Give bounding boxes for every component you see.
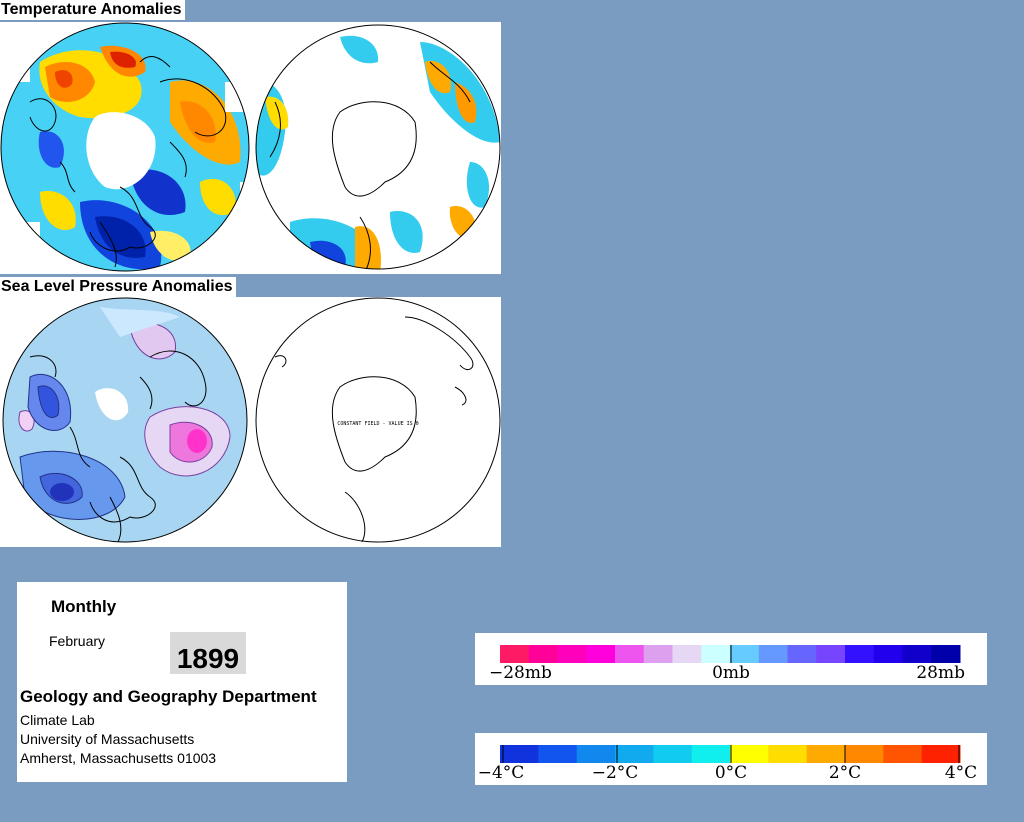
pressure-legend: −28mb 0mb 28mb (475, 633, 987, 685)
pressure-tick-max: 28mb (916, 663, 965, 683)
pressure-north-outline (2, 297, 248, 543)
temperature-color-swatch (653, 745, 693, 763)
pressure-south-note: CONSTANT FIELD - VALUE IS 0 (337, 421, 418, 427)
temperature-color-swatch (730, 745, 769, 763)
temperature-color-swatch (576, 745, 616, 763)
temperature-tick-neg2: −2°C (592, 763, 639, 783)
temperature-color-swatch (538, 745, 578, 763)
pressure-north-hemisphere-map (3, 298, 247, 542)
temperature-north-hemisphere-map (1, 23, 249, 271)
lab-label: Climate Lab (20, 712, 95, 728)
temperature-south-outline (255, 24, 501, 270)
temperature-color-bar (500, 745, 961, 763)
frequency-label: Monthly (51, 597, 117, 616)
temperature-color-swatch (691, 745, 731, 763)
temperature-color-swatch (845, 745, 884, 763)
address-label: Amherst, Massachusetts 01003 (20, 750, 217, 766)
temperature-color-swatch (921, 745, 961, 763)
pressure-tick-min: −28mb (489, 663, 552, 683)
pressure-color-swatch (787, 645, 817, 663)
pressure-tick-zero: 0mb (712, 663, 750, 683)
pressure-title: Sea Level Pressure Anomalies (0, 277, 236, 297)
pressure-color-swatch (643, 645, 673, 663)
temperature-legend: −4°C −2°C 0°C 2°C 4°C (475, 733, 987, 785)
pressure-south-hemisphere-map: CONSTANT FIELD - VALUE IS 0 (255, 297, 501, 543)
temperature-color-swatch (615, 745, 654, 763)
pressure-color-swatch (586, 645, 616, 663)
pressure-color-swatch (758, 645, 788, 663)
info-box: Monthly February 1899 Geology and Geogra… (17, 582, 347, 782)
temperature-title: Temperature Anomalies (0, 0, 185, 20)
pressure-color-swatch (528, 645, 558, 663)
temperature-tick-min: −4°C (478, 763, 525, 783)
temperature-maps-panel (0, 22, 501, 274)
pressure-color-swatch (873, 645, 903, 663)
pressure-color-swatch (557, 645, 587, 663)
temperature-color-swatch (883, 745, 923, 763)
pressure-color-swatch (931, 645, 961, 663)
temperature-color-swatch (768, 745, 808, 763)
pressure-maps-panel: CONSTANT FIELD - VALUE IS 0 (0, 297, 501, 547)
university-label: University of Massachusetts (20, 731, 195, 747)
temperature-tick-max: 4°C (945, 763, 977, 783)
pressure-color-swatch (902, 645, 932, 663)
temperature-color-swatch (806, 745, 846, 763)
temperature-tick-pos2: 2°C (829, 763, 861, 783)
month-label: February (49, 633, 106, 649)
temperature-color-swatch (500, 745, 539, 763)
pressure-color-swatch (816, 645, 846, 663)
pressure-color-swatch (845, 645, 875, 663)
year-display: 1899 (170, 632, 246, 674)
temperature-tick-zero: 0°C (715, 763, 747, 783)
pressure-color-swatch (730, 645, 760, 663)
department-label: Geology and Geography Department (20, 687, 317, 706)
pressure-color-swatch (672, 645, 702, 663)
temperature-north-outline (0, 22, 250, 272)
pressure-color-swatch (701, 645, 731, 663)
pressure-color-swatch (615, 645, 645, 663)
pressure-color-swatch (500, 645, 530, 663)
pressure-color-bar (500, 645, 961, 663)
